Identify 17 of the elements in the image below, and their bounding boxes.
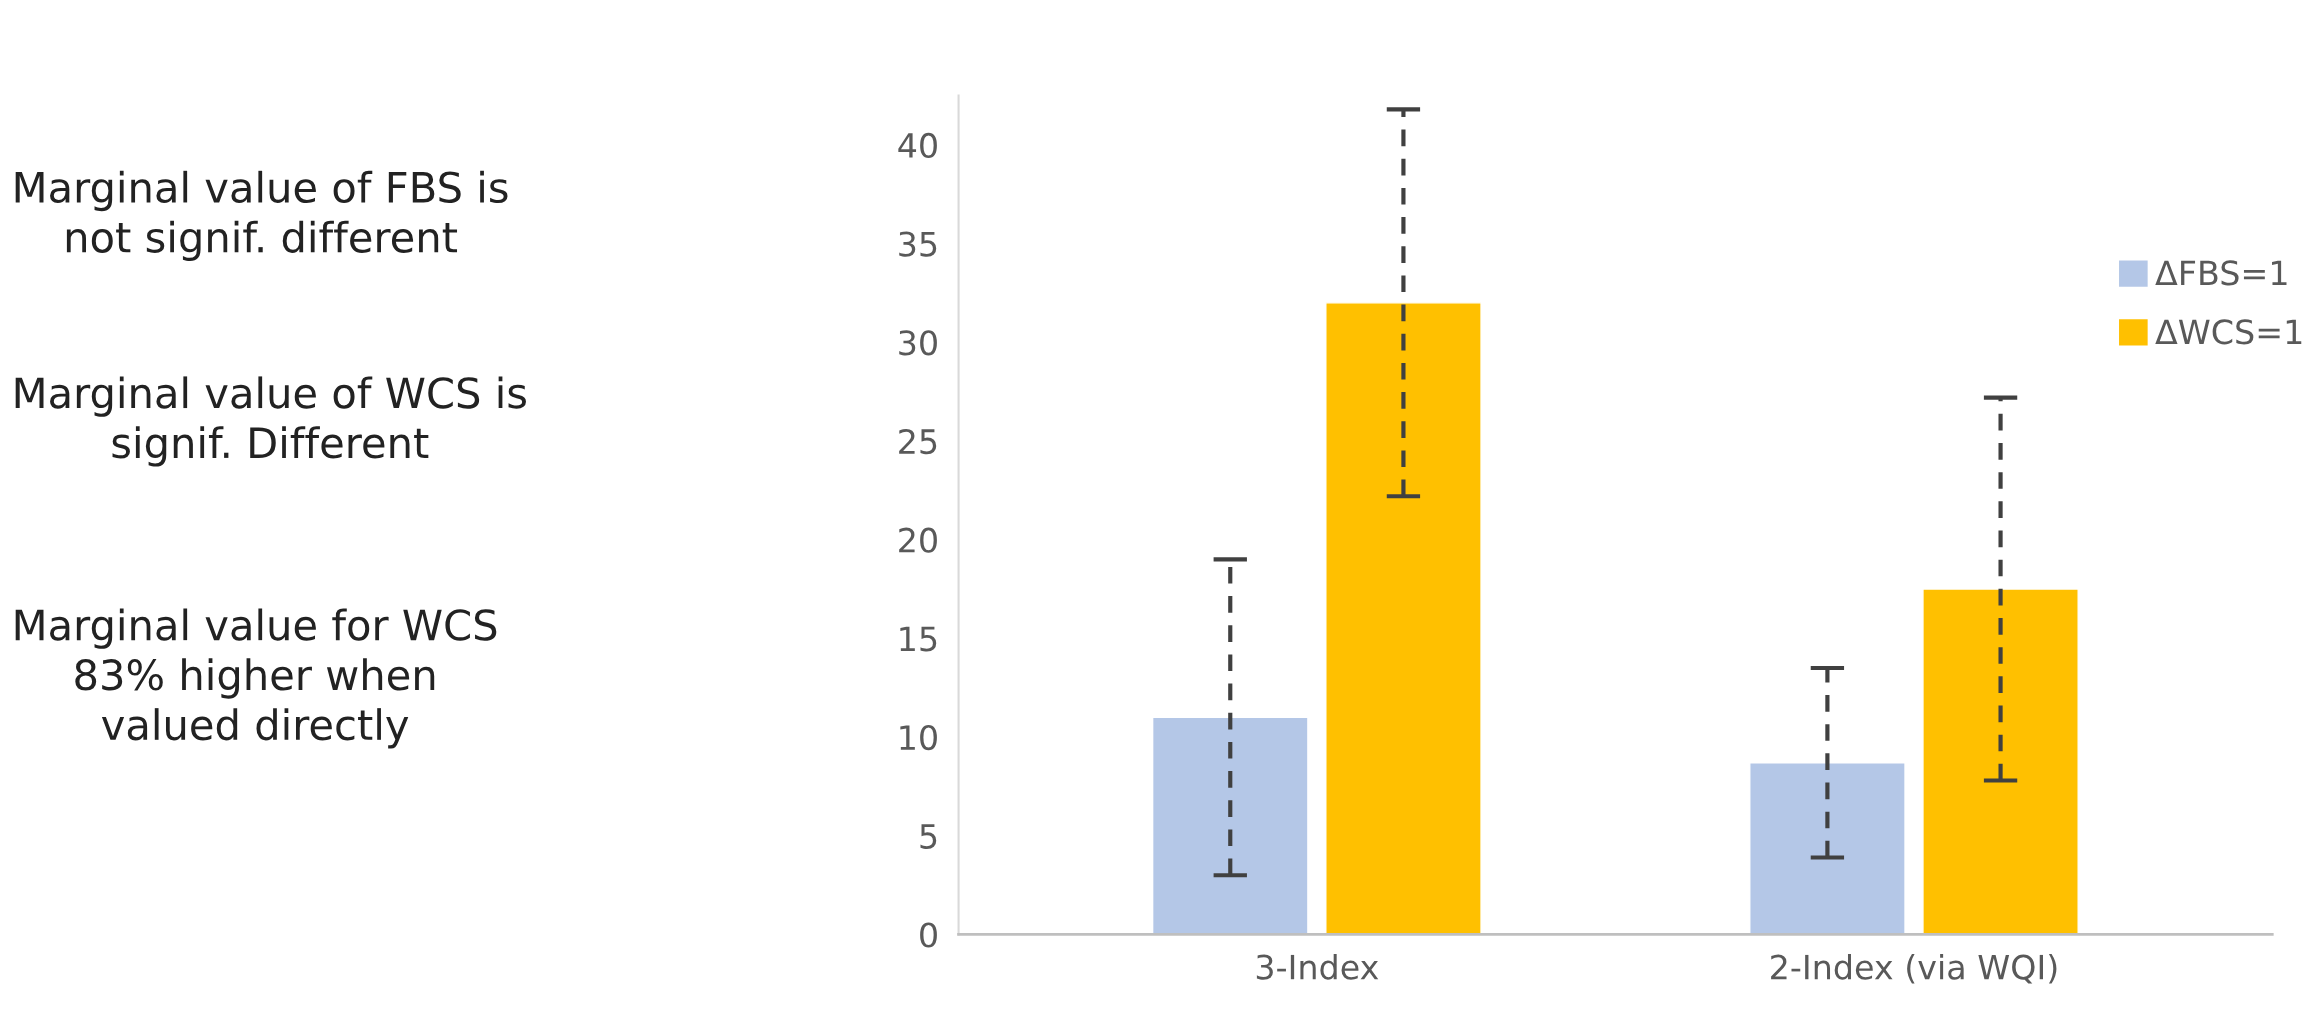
text: Marginal value for WCS 83% higher when valued directly <box>15 608 497 749</box>
y-tick-label: 40 <box>898 132 937 159</box>
legend-label: ΔWCS=1 <box>2155 319 2302 345</box>
y-tick-label: 0 <box>920 922 937 948</box>
y-tick-label: 15 <box>900 626 937 652</box>
y-tick-label: 20 <box>899 527 937 553</box>
y-tick-label: 10 <box>900 725 937 751</box>
bar <box>1325 302 1482 935</box>
y-tick-label: 5 <box>920 824 937 849</box>
y-tick-label: 35 <box>899 231 937 257</box>
x-tick-label: 2-Index (via WQI) <box>1771 953 2057 984</box>
y-tick-label: 25 <box>899 428 937 455</box>
legend-label: ΔFBS=1 <box>2155 260 2287 286</box>
y-tick-label: 30 <box>899 330 937 356</box>
text: Marginal value of WCS is signif. Different <box>15 376 526 467</box>
text: Marginal value of FBS is not signif. different <box>15 170 508 261</box>
x-tick-label: 3-Index <box>1256 953 1379 980</box>
